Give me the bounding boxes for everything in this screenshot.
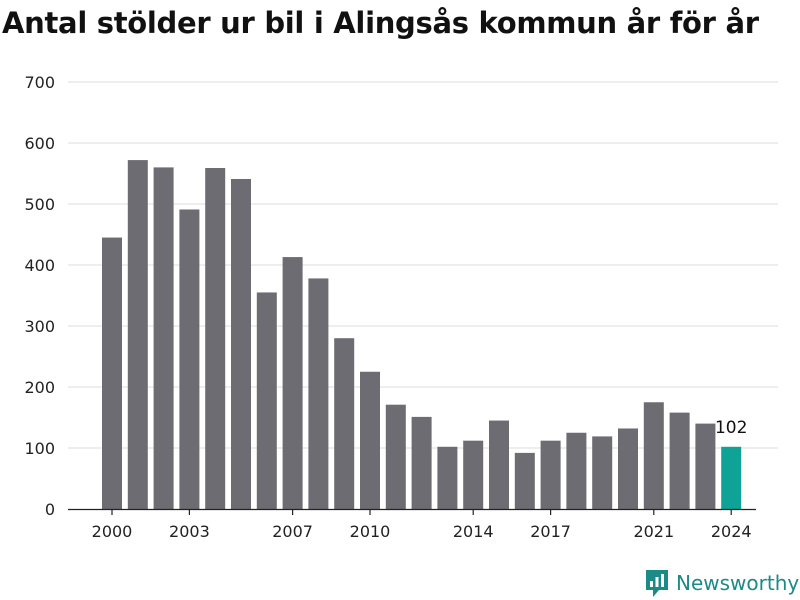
bar-2020 (618, 428, 638, 509)
bar-2017 (540, 440, 561, 509)
y-tick-label: 700 (24, 73, 55, 92)
bar-2009 (334, 338, 355, 509)
bar-2018 (566, 432, 587, 509)
bar-2022 (669, 412, 690, 509)
bars (102, 160, 742, 510)
x-tick-label: 2007 (272, 522, 313, 541)
bar-2000 (102, 237, 122, 510)
x-tick-label: 2021 (633, 522, 674, 541)
bar-2006 (256, 292, 277, 509)
bar-2024 (721, 446, 742, 509)
y-tick-label: 100 (24, 439, 55, 458)
y-tick-label: 600 (24, 134, 55, 153)
bar-2008 (308, 278, 329, 509)
chart-title: Antal stölder ur bil i Alingsås kommun å… (2, 6, 759, 40)
bar-2004 (205, 168, 226, 509)
x-tick-label: 2010 (350, 522, 391, 541)
bar-2013 (437, 446, 458, 509)
brand-name: Newsworthy (676, 571, 800, 595)
bar-2007 (282, 257, 303, 509)
bar-2003 (179, 209, 200, 510)
bar-2001 (127, 160, 148, 509)
y-tick-label: 500 (24, 195, 55, 214)
y-tick-label: 300 (24, 317, 55, 336)
y-tick-label: 200 (24, 378, 55, 397)
x-tick-label: 2014 (453, 522, 494, 541)
bar-2012 (411, 416, 432, 509)
y-tick-label: 400 (24, 256, 55, 275)
bar-2016 (514, 452, 535, 509)
bar-2019 (592, 436, 613, 509)
y-axis: 0 100 200 300 400 500 600 700 (24, 73, 55, 519)
bar-2015 (489, 420, 509, 509)
x-tick-label: 2003 (169, 522, 210, 541)
x-tick-label: 2024 (711, 522, 752, 541)
y-tick-label: 0 (45, 500, 55, 519)
newsworthy-logo-icon (646, 570, 668, 597)
bar-2014 (463, 440, 484, 509)
x-tick-label: 2000 (92, 522, 133, 541)
bar-2010 (360, 371, 380, 509)
gridlines (68, 81, 778, 449)
data-label: 102 (715, 418, 747, 438)
x-axis: 2000 2003 2007 2010 2014 2017 2021 2024 (68, 508, 756, 541)
bar-2002 (153, 167, 174, 509)
x-tick-label: 2017 (530, 522, 571, 541)
brand-logo: Newsworthy (644, 568, 799, 598)
bar-2005 (231, 178, 251, 510)
bar-2011 (385, 404, 406, 509)
data-labels: 102 (715, 418, 747, 438)
bar-2021 (643, 402, 664, 509)
bar-2023 (695, 423, 716, 509)
